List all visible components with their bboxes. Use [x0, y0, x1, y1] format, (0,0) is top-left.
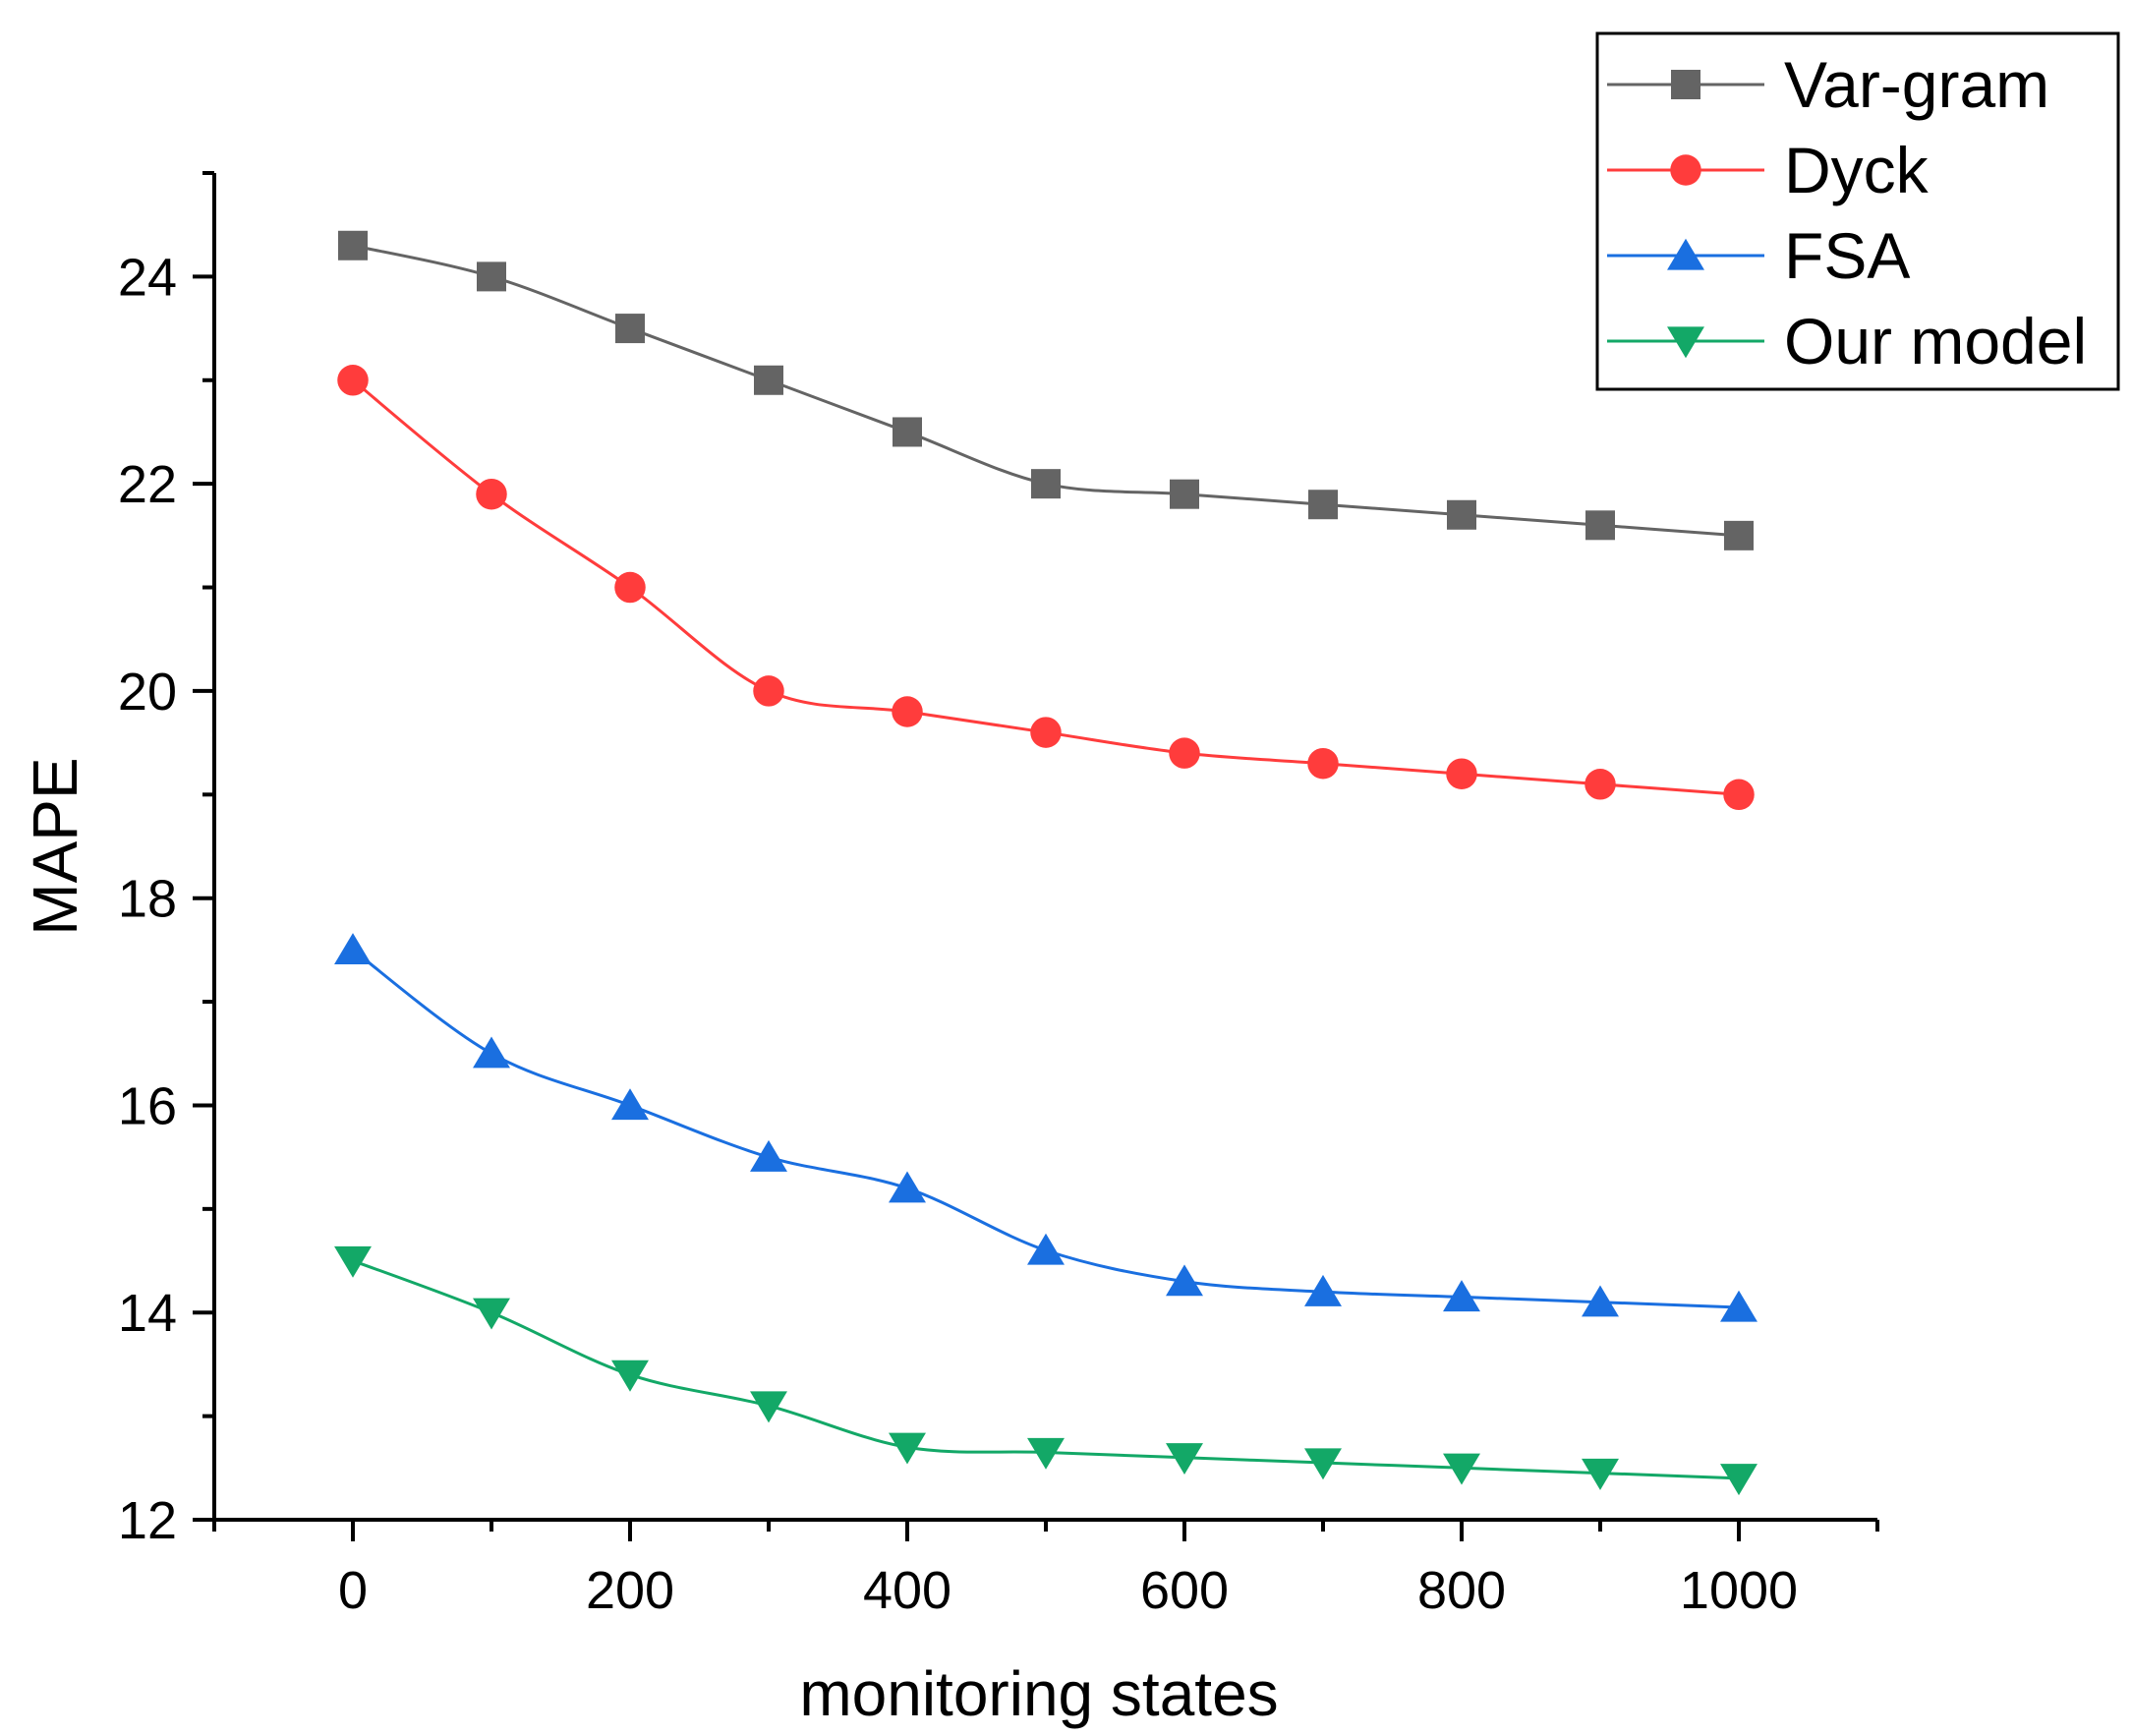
data-point	[1720, 1290, 1757, 1322]
y-tick-label: 24	[118, 248, 177, 307]
data-point	[750, 1391, 787, 1423]
data-point	[1585, 769, 1616, 800]
data-point	[1170, 479, 1199, 509]
data-point	[1582, 1285, 1619, 1317]
data-point	[1720, 1464, 1757, 1496]
data-point	[1166, 1443, 1203, 1476]
data-point	[1169, 737, 1200, 769]
data-point	[334, 933, 372, 965]
legend-item: Var-gram	[1607, 48, 2049, 121]
y-tick-label: 12	[118, 1491, 177, 1550]
data-point	[750, 1139, 787, 1172]
data-point	[1166, 1264, 1203, 1297]
legend-marker	[1667, 326, 1704, 359]
y-tick-label: 20	[118, 663, 177, 722]
data-point	[473, 1036, 510, 1069]
x-axis-title: monitoring states	[799, 1658, 1278, 1729]
legend: Var-gram Dyck FSA Our model	[1595, 31, 2120, 391]
data-point	[889, 1432, 926, 1465]
x-tick-label: 600	[1140, 1561, 1229, 1620]
data-point	[476, 478, 507, 510]
data-point	[477, 261, 506, 292]
data-point	[1030, 717, 1062, 748]
data-point	[753, 675, 784, 707]
series-line	[352, 1259, 1740, 1480]
legend-label: FSA	[1784, 219, 1910, 292]
legend-item: Our model	[1607, 305, 2087, 377]
legend-marker	[1671, 70, 1700, 99]
data-point	[1582, 1458, 1619, 1490]
data-point	[893, 417, 922, 447]
data-point	[1723, 779, 1755, 811]
data-point	[1307, 747, 1339, 780]
data-point	[337, 365, 369, 396]
data-point	[611, 1088, 649, 1121]
data-point	[1585, 510, 1615, 541]
legend-label: Dyck	[1784, 134, 1930, 206]
y-tick-label: 14	[118, 1284, 177, 1343]
x-tick-label: 800	[1417, 1561, 1506, 1620]
x-tick-label: 200	[586, 1561, 674, 1620]
axes: 0 200 400 600 800 1000 12 14 16 18 20 22 24	[118, 171, 1879, 1620]
x-tick-label: 400	[863, 1561, 951, 1620]
series-layer	[334, 230, 1757, 1496]
data-point	[1027, 1233, 1065, 1265]
series-var-gram	[338, 230, 1754, 550]
legend-label: Var-gram	[1784, 48, 2049, 121]
data-point	[1443, 1453, 1480, 1485]
data-point	[1446, 758, 1477, 789]
data-point	[1443, 1280, 1480, 1312]
data-point	[338, 230, 368, 260]
data-point	[334, 1245, 372, 1278]
y-tick-label: 18	[118, 870, 177, 929]
data-point	[1447, 499, 1476, 530]
data-point	[754, 365, 783, 395]
legend-item: Dyck	[1607, 134, 1930, 206]
data-point	[1308, 490, 1338, 520]
legend-marker	[1670, 154, 1701, 186]
data-point	[615, 314, 645, 344]
data-point	[614, 571, 646, 604]
legend-label: Our model	[1784, 305, 2087, 377]
series-dyck	[337, 365, 1755, 811]
legend-marker	[1667, 238, 1704, 270]
data-point	[473, 1298, 510, 1330]
data-point	[1304, 1274, 1342, 1306]
series-line	[352, 949, 1740, 1309]
x-tick-label: 1000	[1680, 1561, 1798, 1620]
data-point	[611, 1360, 649, 1392]
series-line	[352, 244, 1740, 538]
data-point	[889, 1171, 926, 1203]
series-our-model	[334, 1245, 1757, 1496]
y-tick-label: 22	[118, 455, 177, 514]
legend-item: FSA	[1607, 219, 1910, 292]
data-point	[1304, 1448, 1342, 1480]
data-point	[1031, 469, 1061, 499]
y-tick-label: 16	[118, 1076, 177, 1135]
series-line	[352, 378, 1740, 796]
series-fsa	[334, 933, 1757, 1322]
data-point	[892, 696, 923, 727]
y-axis-title: MAPE	[20, 757, 90, 935]
data-point	[1027, 1437, 1065, 1470]
x-tick-label: 0	[338, 1561, 368, 1620]
data-point	[1724, 520, 1754, 550]
